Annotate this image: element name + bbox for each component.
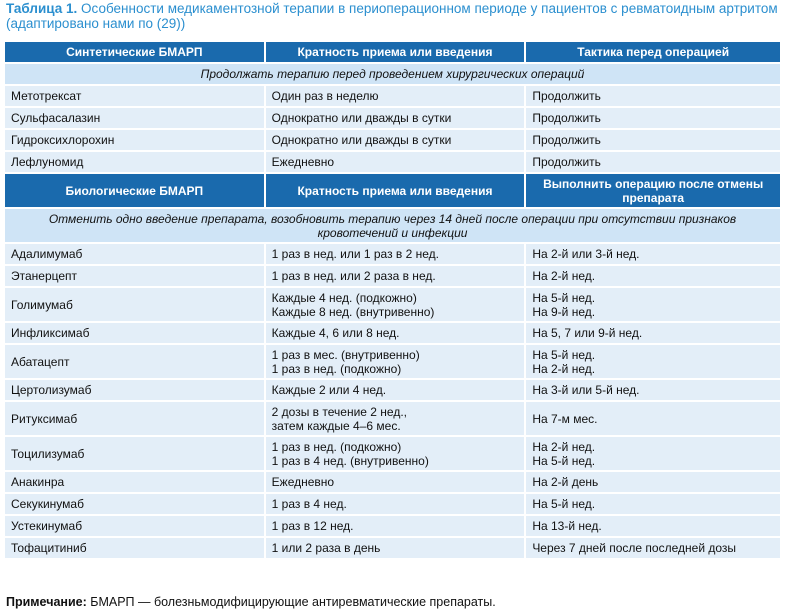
drug-name-cell: Инфликсимаб <box>5 323 264 343</box>
footnote: Примечание: БМАРП — болезньмодифицирующи… <box>6 595 496 609</box>
tactic-cell: На 2-й или 3-й нед. <box>526 244 780 264</box>
tactic-cell: На 5-й нед. На 9-й нед. <box>526 288 780 321</box>
footnote-text: БМАРП — болезньмодифицирующие антиревмат… <box>90 595 496 609</box>
drug-name-cell: Этанерцепт <box>5 266 264 286</box>
frequency-cell: Однократно или дважды в сутки <box>265 108 525 128</box>
tactic-cell: На 5-й нед. <box>526 494 780 514</box>
column-header: Синтетические БМАРП <box>5 42 264 62</box>
table-row: Этанерцепт 1 раз в нед. или 2 раза в нед.… <box>5 266 780 286</box>
tactic-cell: На 2-й нед. <box>526 266 780 286</box>
frequency-cell: 1 раз в 4 нед. <box>265 494 525 514</box>
frequency-cell: Один раз в неделю <box>265 86 525 106</box>
drug-name-cell: Цертолизумаб <box>5 380 264 400</box>
drug-name-cell: Метотрексат <box>5 86 264 106</box>
table-row: Адалимумаб 1 раз в нед. или 1 раз в 2 нед… <box>5 244 780 264</box>
tactic-cell: Продолжить <box>526 86 780 106</box>
frequency-cell: 1 раз в 12 нед. <box>265 516 525 536</box>
caption-label: Таблица 1. <box>6 1 78 16</box>
drug-name-cell: Анакинра <box>5 472 264 492</box>
table-row: Секукинумаб 1 раз в 4 нед. На 5-й нед. <box>5 494 780 514</box>
table-row: Лефлуномид Ежедневно Продолжить <box>5 152 780 172</box>
frequency-cell: 1 раз в мес. (внутривенно) 1 раз в нед. … <box>265 345 525 378</box>
drug-name-cell: Гидроксихлорохин <box>5 130 264 150</box>
drug-name-cell: Секукинумаб <box>5 494 264 514</box>
drug-name-cell: Сульфасалазин <box>5 108 264 128</box>
table-header-row: Синтетические БМАРП Кратность приема или … <box>5 42 780 62</box>
caption-text: Особенности медикаментозной терапии в пе… <box>6 1 778 31</box>
table-header-row: Биологические БМАРП Кратность приема или … <box>5 174 780 207</box>
tactic-cell: Через 7 дней после последней дозы <box>526 538 780 558</box>
frequency-cell: 1 раз в нед. (подкожно) 1 раз в 4 нед. (… <box>265 437 525 470</box>
tactic-cell: Продолжить <box>526 152 780 172</box>
column-header: Кратность приема или введения <box>265 42 525 62</box>
drug-name-cell: Тоцилизумаб <box>5 437 264 470</box>
table-row: Анакинра Ежедневно На 2-й день <box>5 472 780 492</box>
drug-name-cell: Тофацитиниб <box>5 538 264 558</box>
drug-table: Синтетические БМАРП Кратность приема или … <box>3 40 782 560</box>
section-note-row: Отменить одно введение препарата, возобн… <box>5 209 780 242</box>
column-header: Выполнить операцию после отмены препарат… <box>526 174 780 207</box>
table-row: Инфликсимаб Каждые 4, 6 или 8 нед. На 5, 7… <box>5 323 780 343</box>
tactic-cell: Продолжить <box>526 130 780 150</box>
table-row: Метотрексат Один раз в неделю Продолжить <box>5 86 780 106</box>
frequency-cell: Ежедневно <box>265 472 525 492</box>
table-row: Абатацепт 1 раз в мес. (внутривенно) 1 ра… <box>5 345 780 378</box>
table-row: Устекинумаб 1 раз в 12 нед. На 13-й нед. <box>5 516 780 536</box>
tactic-cell: Продолжить <box>526 108 780 128</box>
column-header: Биологические БМАРП <box>5 174 264 207</box>
table-row: Тофацитиниб 1 или 2 раза в день Через 7 дн… <box>5 538 780 558</box>
tactic-cell: На 2-й день <box>526 472 780 492</box>
frequency-cell: 1 или 2 раза в день <box>265 538 525 558</box>
tactic-cell: На 5-й нед. На 2-й нед. <box>526 345 780 378</box>
frequency-cell: 1 раз в нед. или 1 раз в 2 нед. <box>265 244 525 264</box>
section-note: Отменить одно введение препарата, возобн… <box>5 209 780 242</box>
frequency-cell: Ежедневно <box>265 152 525 172</box>
drug-name-cell: Ритуксимаб <box>5 402 264 435</box>
table-row: Гидроксихлорохин Однократно или дважды в … <box>5 130 780 150</box>
drug-name-cell: Абатацепт <box>5 345 264 378</box>
frequency-cell: Однократно или дважды в сутки <box>265 130 525 150</box>
table-row: Тоцилизумаб 1 раз в нед. (подкожно) 1 раз… <box>5 437 780 470</box>
frequency-cell: Каждые 4, 6 или 8 нед. <box>265 323 525 343</box>
footnote-label: Примечание: <box>6 595 87 609</box>
tactic-cell: На 5, 7 или 9-й нед. <box>526 323 780 343</box>
tactic-cell: На 13-й нед. <box>526 516 780 536</box>
frequency-cell: Каждые 2 или 4 нед. <box>265 380 525 400</box>
section-note-row: Продолжать терапию перед проведением хир… <box>5 64 780 84</box>
drug-name-cell: Лефлуномид <box>5 152 264 172</box>
frequency-cell: 1 раз в нед. или 2 раза в нед. <box>265 266 525 286</box>
frequency-cell: Каждые 4 нед. (подкожно) Каждые 8 нед. (… <box>265 288 525 321</box>
section-note: Продолжать терапию перед проведением хир… <box>5 64 780 84</box>
column-header: Кратность приема или введения <box>265 174 525 207</box>
drug-name-cell: Устекинумаб <box>5 516 264 536</box>
tactic-cell: На 2-й нед. На 5-й нед. <box>526 437 780 470</box>
tactic-cell: На 7-м мес. <box>526 402 780 435</box>
table-row: Ритуксимаб 2 дозы в течение 2 нед., затем… <box>5 402 780 435</box>
tactic-cell: На 3-й или 5-й нед. <box>526 380 780 400</box>
column-header: Тактика перед операцией <box>526 42 780 62</box>
drug-name-cell: Голимумаб <box>5 288 264 321</box>
table-row: Голимумаб Каждые 4 нед. (подкожно) Каждые… <box>5 288 780 321</box>
drug-name-cell: Адалимумаб <box>5 244 264 264</box>
table-row: Сульфасалазин Однократно или дважды в сут… <box>5 108 780 128</box>
frequency-cell: 2 дозы в течение 2 нед., затем каждые 4–… <box>265 402 525 435</box>
table-row: Цертолизумаб Каждые 2 или 4 нед. На 3-й ил… <box>5 380 780 400</box>
table-caption: Таблица 1. Особенности медикаментозной т… <box>6 1 781 31</box>
